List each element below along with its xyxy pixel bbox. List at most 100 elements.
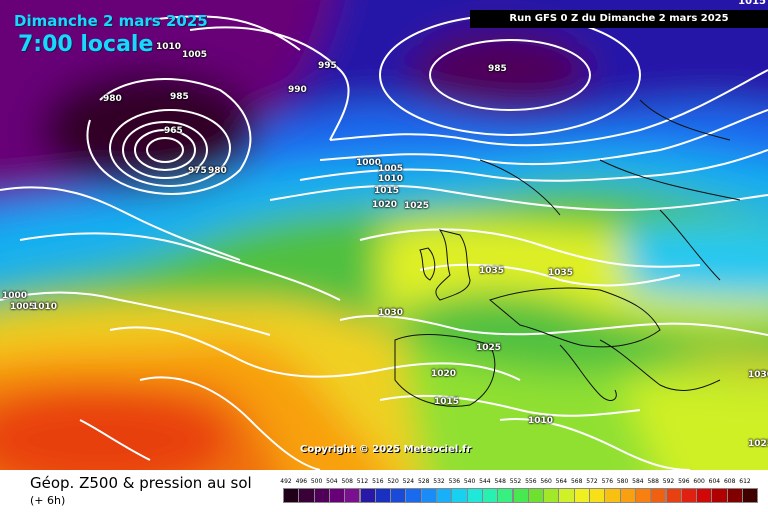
isobar-label: 1005 bbox=[10, 302, 36, 312]
scale-swatch bbox=[680, 488, 698, 503]
scale-swatch bbox=[696, 488, 713, 503]
scale-swatch bbox=[451, 488, 468, 503]
isobar-label: 1035 bbox=[479, 266, 505, 276]
scale-tick-label: 604 bbox=[708, 478, 721, 485]
scale-tick-label: 592 bbox=[662, 478, 675, 485]
scale-tick-label: 572 bbox=[586, 478, 598, 485]
isobar-label: 1020 bbox=[431, 369, 457, 379]
isobar-label: 1015 bbox=[738, 0, 766, 7]
scale-swatch bbox=[359, 488, 376, 503]
isobar-label: 980 bbox=[103, 94, 122, 104]
scale-tick-label: 568 bbox=[570, 478, 583, 485]
scale-swatch bbox=[344, 488, 361, 503]
scale-tick-label: 512 bbox=[356, 478, 369, 485]
scale-swatch bbox=[328, 488, 346, 503]
isobar-label: 990 bbox=[288, 85, 307, 95]
scale-tick-label: 492 bbox=[280, 478, 292, 485]
scale-tick-label: 608 bbox=[723, 478, 736, 485]
scale-tick-label: 508 bbox=[341, 478, 353, 485]
geopotential-field bbox=[0, 0, 768, 470]
legend-footer: Géop. Z500 & pression au sol (+ 6h) 492 4… bbox=[0, 470, 768, 512]
scale-swatch bbox=[634, 488, 652, 503]
isobar-label: 985 bbox=[170, 92, 189, 102]
run-info: Run GFS 0 Z du Dimanche 2 mars 2025 bbox=[470, 10, 768, 28]
isobar-label: 1000 bbox=[356, 158, 382, 168]
scale-tick-label: 520 bbox=[387, 478, 399, 485]
scale-swatch bbox=[573, 488, 590, 503]
scale-swatch bbox=[405, 488, 422, 503]
scale-swatch bbox=[527, 488, 545, 503]
scale-swatch bbox=[558, 488, 575, 503]
scale-tick-label: 576 bbox=[601, 478, 614, 485]
scale-tick-label: 588 bbox=[647, 478, 659, 485]
scale-tick-label: 564 bbox=[555, 478, 568, 485]
isobar-label: 1025 bbox=[748, 439, 768, 449]
isobar-label: 1010 bbox=[32, 302, 58, 312]
scale-swatch bbox=[665, 488, 682, 503]
scale-tick-label: 516 bbox=[372, 478, 384, 485]
scale-swatch bbox=[497, 488, 514, 503]
scale-tick-label: 556 bbox=[525, 478, 537, 485]
isobar-label: 975 bbox=[188, 166, 207, 176]
scale-swatch bbox=[481, 488, 499, 503]
isobar-label: 1010 bbox=[378, 174, 404, 184]
scale-swatch bbox=[390, 488, 407, 503]
isobar-label: 1005 bbox=[182, 50, 208, 60]
scale-tick-label: 528 bbox=[417, 478, 430, 485]
isobar-label: 985 bbox=[488, 64, 507, 74]
isobar-label: 1010 bbox=[156, 42, 182, 52]
scale-tick-label: 612 bbox=[739, 478, 751, 485]
scale-swatch bbox=[711, 488, 728, 503]
scale-tick-label: 548 bbox=[494, 478, 506, 485]
scale-swatch bbox=[650, 488, 667, 503]
scale-tick-label: 540 bbox=[463, 478, 476, 485]
scale-tick-label: 544 bbox=[479, 478, 491, 485]
map-subtitle: (+ 6h) bbox=[30, 494, 66, 507]
isobar-label: 1025 bbox=[476, 343, 502, 353]
scale-tick-label: 560 bbox=[540, 478, 552, 485]
scale-swatch bbox=[436, 488, 453, 503]
map-date: Dimanche 2 mars 2025 bbox=[14, 12, 208, 30]
scale-tick-label: 532 bbox=[433, 478, 445, 485]
scale-swatch bbox=[589, 488, 606, 503]
isobar-label: 1015 bbox=[434, 397, 460, 407]
scale-swatch bbox=[742, 488, 759, 503]
isobar-label: 1010 bbox=[528, 416, 554, 426]
isobar-label: 1030 bbox=[748, 370, 768, 380]
isobar-label: 965 bbox=[164, 126, 183, 136]
isobar-label: 1035 bbox=[548, 268, 574, 278]
scale-tick-label: 600 bbox=[693, 478, 705, 485]
scale-swatch bbox=[604, 488, 621, 503]
isobar-label: 1000 bbox=[2, 291, 28, 301]
map-time: 7:00 locale bbox=[18, 32, 154, 57]
scale-tick-label: 580 bbox=[616, 478, 629, 485]
scale-swatch bbox=[512, 488, 529, 503]
scale-swatch bbox=[298, 488, 315, 503]
scale-swatch bbox=[420, 488, 437, 503]
scale-swatch bbox=[543, 488, 560, 503]
scale-swatch bbox=[466, 488, 483, 503]
map-title: Géop. Z500 & pression au sol bbox=[30, 474, 252, 492]
scale-swatch bbox=[374, 488, 392, 503]
weather-map: 1010 1005 995 990 985 980 985 965 975 98… bbox=[0, 0, 768, 470]
scale-tick-label: 524 bbox=[402, 478, 415, 485]
scale-tick-label: 552 bbox=[509, 478, 522, 485]
scale-tick-label: 536 bbox=[448, 478, 461, 485]
scale-tick-label: 500 bbox=[310, 478, 323, 485]
copyright: Copyright © 2025 Meteociel.fr bbox=[300, 444, 472, 455]
isobar-label: 1030 bbox=[378, 308, 404, 318]
isobar-label: 1020 bbox=[372, 200, 398, 210]
scale-swatch bbox=[313, 488, 330, 503]
scale-swatch bbox=[283, 488, 300, 503]
scale-swatch bbox=[726, 488, 743, 503]
color-scale: 492 496 500 504 508 512 516 520 524 528 532 536 540 5… bbox=[280, 478, 759, 508]
isobar-label: 995 bbox=[318, 61, 337, 71]
scale-tick-label: 584 bbox=[632, 478, 644, 485]
isobar-label: 980 bbox=[208, 166, 227, 176]
scale-tick-label: 496 bbox=[295, 478, 308, 485]
scale-tick-label: 504 bbox=[326, 478, 338, 485]
isobar-label: 1025 bbox=[404, 201, 430, 211]
isobar-label: 1005 bbox=[378, 164, 404, 174]
scale-swatch bbox=[619, 488, 636, 503]
scale-tick-label: 596 bbox=[678, 478, 690, 485]
